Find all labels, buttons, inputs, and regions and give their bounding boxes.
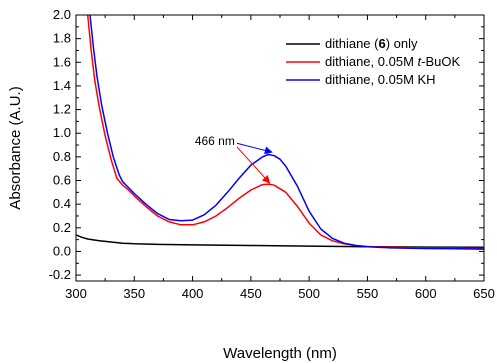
series-line-3 bbox=[89, 15, 484, 250]
y-axis-ticks: -0.2 0.0 0.2 0.4 0.6 0.8 1.0 1.2 1.4 1.6 1.8 2.0 bbox=[49, 7, 484, 282]
annotation-arrow bbox=[236, 146, 271, 184]
x-tick-label: 450 bbox=[240, 286, 262, 301]
y-tick-label: 1.0 bbox=[53, 125, 71, 140]
x-axis-ticks: 300 350 400 450 500 550 600 650 bbox=[65, 15, 495, 301]
y-tick-label: 0.8 bbox=[53, 149, 71, 164]
y-tick-label: 0.6 bbox=[53, 173, 71, 188]
y-tick-label: 0.2 bbox=[53, 220, 71, 235]
legend: dithiane (6) only dithiane, 0.05M t-BuOK d… bbox=[286, 36, 460, 87]
y-axis-title: Absorbance (A.U.) bbox=[7, 86, 24, 209]
series-line-2 bbox=[86, 15, 484, 250]
x-tick-label: 400 bbox=[182, 286, 204, 301]
legend-label: dithiane, 0.05M t-BuOK bbox=[325, 54, 460, 69]
x-tick-label: 650 bbox=[473, 286, 495, 301]
y-tick-label: 0.0 bbox=[53, 243, 71, 258]
y-tick-label: 1.2 bbox=[53, 102, 71, 117]
annotation-arrow bbox=[236, 142, 273, 155]
annotation-layer: 466 nm bbox=[195, 134, 273, 184]
legend-label: dithiane (6) only bbox=[325, 36, 418, 51]
y-tick-label: 2.0 bbox=[53, 7, 71, 22]
y-tick-label: -0.2 bbox=[49, 267, 71, 282]
legend-label: dithiane, 0.05M KH bbox=[325, 72, 436, 87]
annotation-label: 466 nm bbox=[195, 134, 235, 148]
x-tick-label: 350 bbox=[123, 286, 145, 301]
x-axis-title: Wavelength (nm) bbox=[223, 345, 337, 362]
x-tick-label: 550 bbox=[357, 286, 379, 301]
series-layer bbox=[76, 15, 484, 250]
x-tick-label: 600 bbox=[415, 286, 437, 301]
x-tick-label: 500 bbox=[298, 286, 320, 301]
series-line-1 bbox=[76, 234, 484, 249]
x-tick-label: 300 bbox=[65, 286, 87, 301]
y-tick-label: 0.4 bbox=[53, 196, 71, 211]
y-tick-label: 1.6 bbox=[53, 54, 71, 69]
y-tick-label: 1.8 bbox=[53, 31, 71, 46]
y-tick-label: 1.4 bbox=[53, 78, 71, 93]
